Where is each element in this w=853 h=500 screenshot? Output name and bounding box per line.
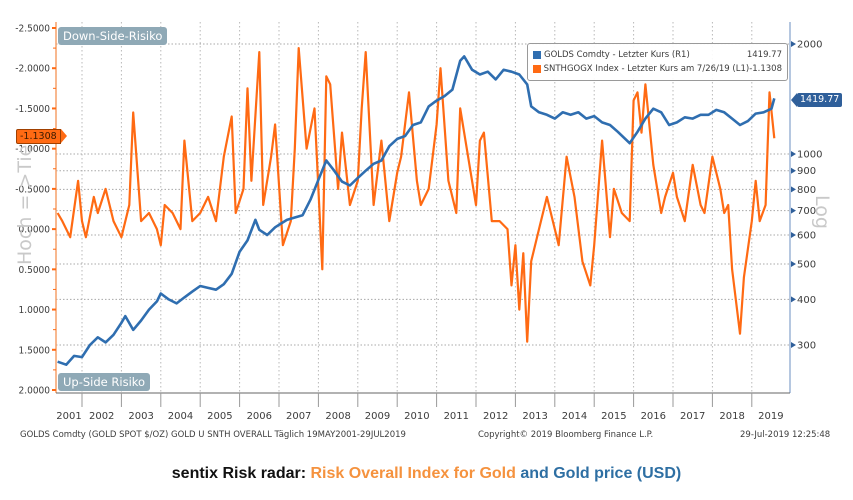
left-axis-label: Hoch = >Tief <box>14 138 36 265</box>
right-tick-label: 700 <box>797 206 816 217</box>
x-tick-label: 2010 <box>404 411 429 422</box>
x-tick-label: 2019 <box>758 411 783 422</box>
plot-frame <box>55 22 791 394</box>
series-line-gold-price <box>57 55 776 367</box>
left-tick-label: 2.0000 <box>19 386 51 397</box>
footer-copyright: Copyright© 2019 Bloomberg Finance L.P. <box>478 430 653 440</box>
left-axis-ticks: -2.5000 -2.0000 -1.5000 -1.0000 -0.5000 0.000… <box>15 24 56 397</box>
right-tick-label: 400 <box>797 295 816 306</box>
legend-swatch-risk-index <box>533 65 541 73</box>
series-line-risk-index <box>56 46 776 343</box>
x-tick-label: 2014 <box>562 411 587 422</box>
grid <box>56 22 790 393</box>
right-tick-label: 2000 <box>797 40 822 51</box>
x-tick-label: 2003 <box>128 411 153 422</box>
legend-item-gold: GOLDS Comdty - Letzter Kurs (R1) 1419.77 <box>533 49 782 61</box>
caption-prefix: sentix Risk radar: <box>171 465 311 482</box>
x-tick-label: 2017 <box>680 411 705 422</box>
left-tick-label: -1.0000 <box>15 144 50 155</box>
x-tick-label: 2009 <box>365 411 390 422</box>
chart: -2.5000 -2.0000 -1.5000 -1.0000 -0.5000 0.000… <box>15 22 830 440</box>
left-tick-label: -1.5000 <box>15 104 50 115</box>
x-axis-ticks: 2001 2002 2003 2004 2005 2006 2007 2008 2009 2010… <box>56 393 784 422</box>
down-side-risk-badge: Down-Side-Risiko <box>58 27 168 45</box>
legend-value-gold: 1419.77 <box>746 50 782 60</box>
x-tick-label: 2008 <box>325 411 350 422</box>
x-tick-label: 2012 <box>483 411 508 422</box>
x-tick-label: 2002 <box>89 411 114 422</box>
legend: GOLDS Comdty - Letzter Kurs (R1) 1419.77… <box>527 43 788 81</box>
legend-value-risk-index: -1.1308 <box>749 64 782 74</box>
right-tick-arrow <box>791 150 796 157</box>
legend-label-risk-index: SNTHGOGX Index - Letzter Kurs am 7/26/19… <box>543 64 750 74</box>
legend-label-gold: GOLDS Comdty - Letzter Kurs (R1) <box>544 50 690 60</box>
left-tick-label: -0.5000 <box>15 184 50 195</box>
legend-swatch-gold <box>533 51 541 59</box>
x-tick-label: 2005 <box>207 411 232 422</box>
right-tick-label: 900 <box>797 166 816 177</box>
right-tick-label: 500 <box>797 259 816 270</box>
right-tick-label: 1000 <box>797 149 822 160</box>
right-tick-label: 600 <box>797 231 816 242</box>
x-tick-label: 2011 <box>444 411 469 422</box>
caption-risk-index: Risk Overall Index for Gold <box>310 465 516 482</box>
right-tick-arrow <box>791 260 796 267</box>
left-tick-label: 1.0000 <box>19 305 51 316</box>
x-tick-label: 2015 <box>601 411 626 422</box>
right-tick-arrow <box>791 167 796 174</box>
x-tick-label: 2016 <box>641 411 666 422</box>
x-tick-label: 2007 <box>286 411 311 422</box>
x-tick-label: 2004 <box>168 411 193 422</box>
footer-timestamp: 29-Jul-2019 12:25:48 <box>740 430 830 440</box>
x-tick-label: 2006 <box>247 411 272 422</box>
up-side-risk-badge: Up-Side Risiko <box>58 373 151 391</box>
x-tick-label: 2018 <box>719 411 744 422</box>
right-tick-arrow <box>791 186 796 193</box>
right-tick-arrow <box>791 296 796 303</box>
caption-gold-price: and Gold price (USD) <box>515 465 682 482</box>
series-layer <box>56 46 776 367</box>
left-tick-label: -2.5000 <box>15 24 50 35</box>
right-axis-ticks: 2000 1000 900 800 700 600 500 400 300 <box>791 40 822 352</box>
left-tick-label: 1.5000 <box>19 345 51 356</box>
right-tick-label: 800 <box>797 185 816 196</box>
x-tick-label: 2013 <box>522 411 547 422</box>
last-value-tag-gold: 1419.77 <box>790 93 843 107</box>
right-axis-label: Log <box>811 195 833 229</box>
x-tick-label: 2001 <box>56 411 81 422</box>
left-tick-label: 0.5000 <box>19 265 51 276</box>
chart-caption: sentix Risk radar: Risk Overall Index fo… <box>0 465 853 483</box>
footer-source: GOLDS Comdty (GOLD SPOT $/OZ) GOLD U SNT… <box>20 430 406 440</box>
right-tick-arrow <box>791 41 796 47</box>
right-tick-arrow <box>791 232 796 239</box>
left-tick-label: -2.0000 <box>15 64 50 75</box>
right-tick-arrow <box>791 207 796 214</box>
last-value-tag-risk-index: -1.1308 <box>16 129 67 144</box>
right-tick-label: 300 <box>797 341 816 352</box>
left-tick-label: 0.0000 <box>19 225 51 236</box>
legend-item-risk-index: SNTHGOGX Index - Letzter Kurs am 7/26/19… <box>533 63 782 75</box>
right-tick-arrow <box>791 342 796 348</box>
